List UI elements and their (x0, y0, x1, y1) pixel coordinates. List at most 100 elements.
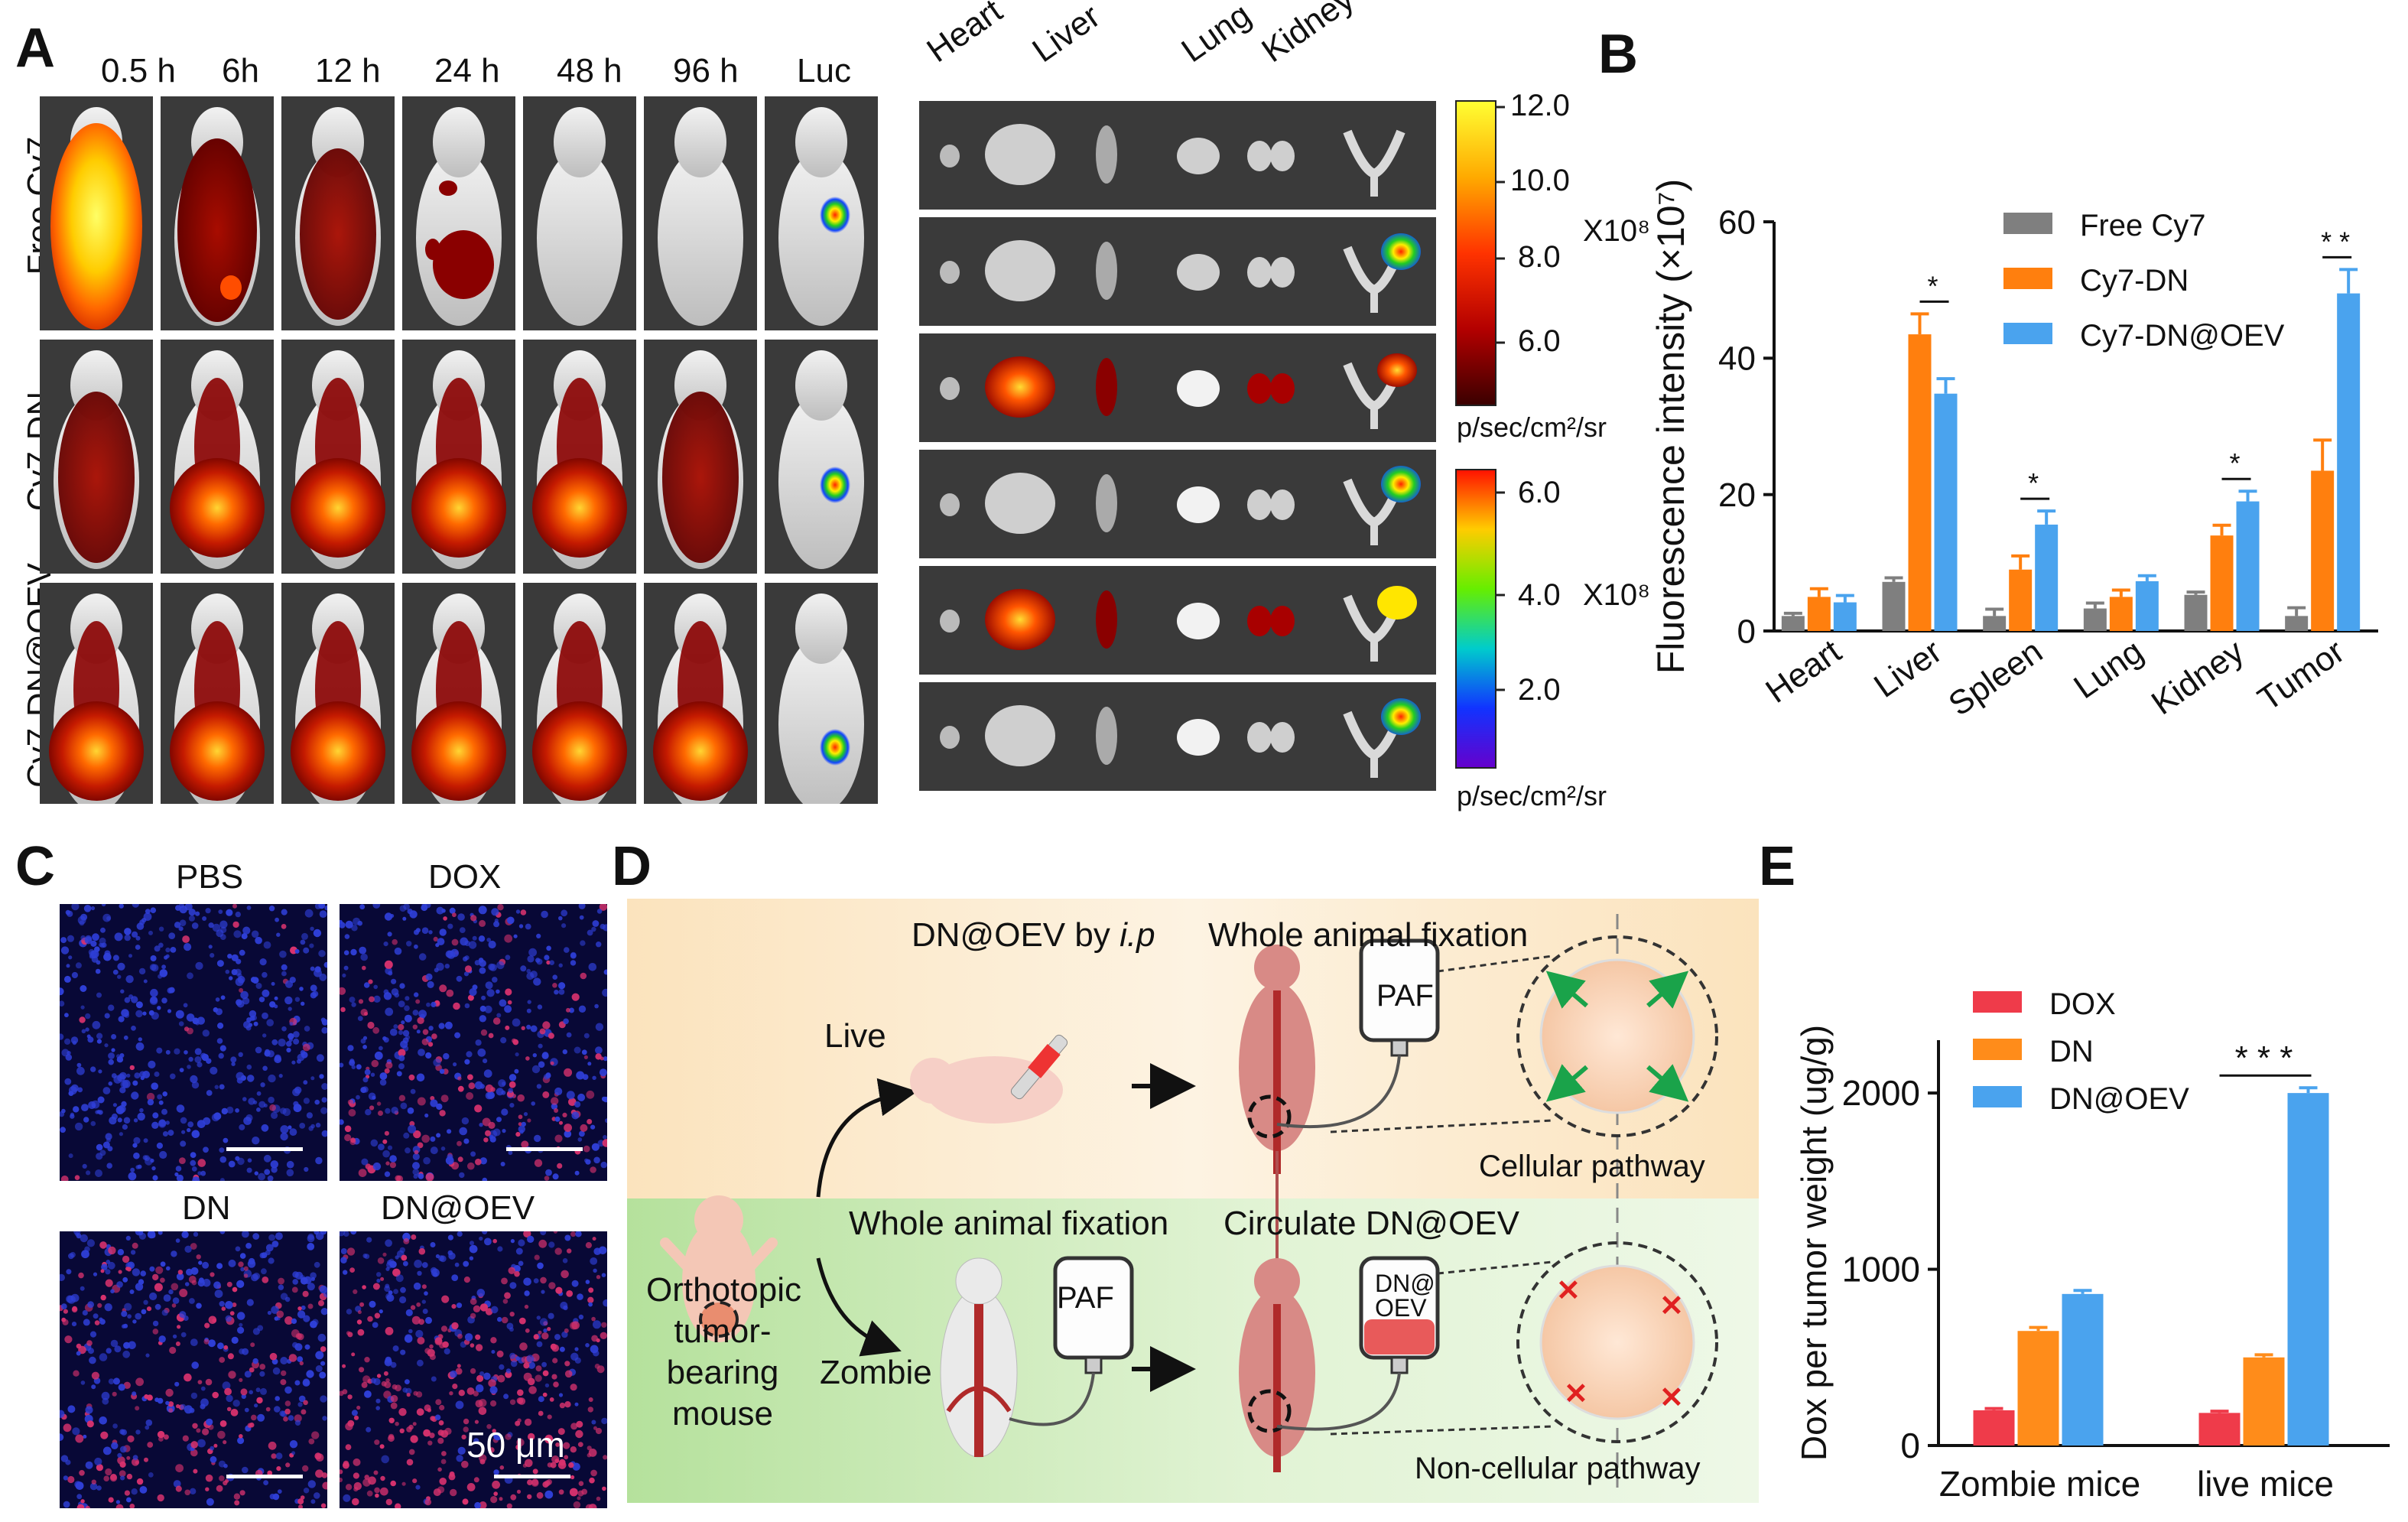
paf-bag-bottom-icon (1009, 1256, 1134, 1426)
bar (2135, 581, 2159, 631)
colorbar-top-unit: p/sec/cm²/sr (1457, 411, 1607, 443)
time-label: 0.5 h (101, 52, 176, 89)
x-tick-label: live mice (2197, 1464, 2334, 1504)
bar (2198, 1413, 2241, 1446)
time-label: 96 h (673, 52, 739, 89)
panel-d-schematic: ✕ ✕ ✕ ✕ (627, 899, 1759, 1503)
bar (1781, 616, 1805, 631)
micro-label-dn-oev: DN@OEV (381, 1189, 535, 1227)
x-tick-label: Zombie mice (1939, 1464, 2140, 1504)
organ-image-row (919, 450, 1436, 558)
mouse-image-cell (765, 340, 878, 574)
bar (1983, 616, 2007, 631)
x-tick-label: Spleen (1942, 633, 2049, 724)
micro-image-dn (60, 1231, 327, 1508)
legend-label: Cy7-DN@OEV (2080, 319, 2285, 353)
y-tick-label: 0 (1900, 1426, 1920, 1465)
legend-swatch (2003, 213, 2052, 234)
legend-swatch (2003, 268, 2052, 289)
organ-label-lung: Lung (1175, 0, 1258, 70)
mouse-image-cell (281, 96, 395, 330)
bar (2009, 569, 2033, 631)
colorbar-top-tick: 12.0 (1510, 89, 1570, 122)
significance-label: * (1927, 270, 1938, 301)
organ-image-row (919, 566, 1436, 675)
bar (2287, 1093, 2329, 1446)
mouse-image-cell (523, 583, 636, 804)
organ-label-heart: Heart (920, 0, 1009, 70)
organ-imaging-rows (919, 101, 1436, 791)
mouse-image-cell (161, 583, 274, 804)
d-top-title: DN@OEV by i.p (912, 916, 1155, 954)
bar (1882, 581, 1906, 631)
x-tick-label: Liver (1867, 633, 1948, 705)
y-tick-label: 60 (1718, 203, 1756, 241)
x-tick-label: Heart (1759, 633, 1847, 711)
y-axis-label: Dox per tumor weight (ug/g) (1794, 1025, 1834, 1461)
fixed-mouse-bottom-icon (1239, 1258, 1315, 1472)
bar (2285, 616, 2309, 631)
x-tick-label: Tumor (2251, 633, 2351, 718)
colorbar-top-tick: 10.0 (1510, 164, 1570, 197)
mouse-image-cell (644, 583, 757, 804)
bar (1973, 1410, 2015, 1446)
organ-label-kidney: Kidney (1255, 0, 1361, 70)
svg-text:✕: ✕ (1659, 1290, 1684, 1322)
bar (1807, 597, 1831, 631)
colorbar-top (1455, 100, 1505, 406)
mouse-image-cell (402, 583, 515, 804)
d-fixation-top: Whole animal fixation (1208, 916, 1529, 954)
bar (2337, 293, 2361, 631)
panel-letter-d: D (612, 836, 652, 897)
organ-image-row (919, 682, 1436, 791)
d-noncellular-pathway: Non-cellular pathway (1415, 1452, 1701, 1485)
micro-label-pbs: PBS (176, 858, 244, 896)
mouse-image-cell (644, 96, 757, 330)
panel-letter-b: B (1598, 24, 1638, 85)
scale-bar (226, 1475, 303, 1478)
bar (2236, 501, 2260, 631)
bar (2109, 597, 2133, 631)
cell-bottom-icon: ✕ ✕ ✕ ✕ (1516, 1241, 1718, 1443)
zombie-mouse-icon (940, 1257, 1018, 1458)
svg-text:✕: ✕ (1556, 1275, 1581, 1307)
organ-image-row (919, 333, 1436, 442)
y-tick-label: 2000 (1842, 1073, 1920, 1113)
bar (2243, 1357, 2285, 1446)
colorbar-bottom-unit: p/sec/cm²/sr (1457, 780, 1607, 811)
mouse-image-cell (40, 96, 153, 330)
x-tick-label: Kidney (2145, 633, 2250, 722)
legend-label: DOX (2049, 987, 2116, 1021)
panel-letter-e: E (1759, 836, 1796, 897)
mouse-image-cell (402, 96, 515, 330)
y-tick-label: 0 (1737, 613, 1756, 650)
d-mouse-label: Orthotopic tumor-bearing mouse (646, 1271, 801, 1433)
bar (2184, 594, 2208, 631)
bar (1908, 334, 1932, 631)
colorbar-bottom (1455, 469, 1505, 769)
mouse-image-cell (281, 583, 395, 804)
significance-label: * (2229, 447, 2240, 479)
bar (2083, 608, 2107, 631)
scale-bar-label: 50 μm (466, 1425, 565, 1465)
micro-label-dn: DN (182, 1189, 231, 1227)
significance-label: * (2028, 467, 2039, 499)
significance-label: * * (2321, 226, 2350, 257)
mouse-image-cell (161, 340, 274, 574)
bar (2210, 535, 2234, 631)
time-label: 24 h (434, 52, 500, 89)
time-label: 48 h (557, 52, 622, 89)
d-paf-top: PAF (1376, 979, 1434, 1013)
bar (1934, 393, 1958, 631)
legend-swatch (1973, 1039, 2022, 1060)
colorbar-top-multiplier: X10⁸ (1583, 214, 1651, 248)
organ-label-liver: Liver (1025, 0, 1107, 70)
mouse-image-cell (40, 583, 153, 804)
legend-swatch (1973, 991, 2022, 1013)
mouse-image-cell (765, 583, 878, 804)
d-bag-label: DN@ OEV (1375, 1270, 1435, 1322)
bar (2035, 524, 2059, 631)
d-circulate: Circulate DN@OEV (1223, 1205, 1519, 1242)
y-tick-label: 1000 (1842, 1250, 1920, 1289)
chart-b-fluorescence: 0 20 40 60 Fluorescence intensity (×10⁷) Hear… (1649, 179, 2378, 724)
